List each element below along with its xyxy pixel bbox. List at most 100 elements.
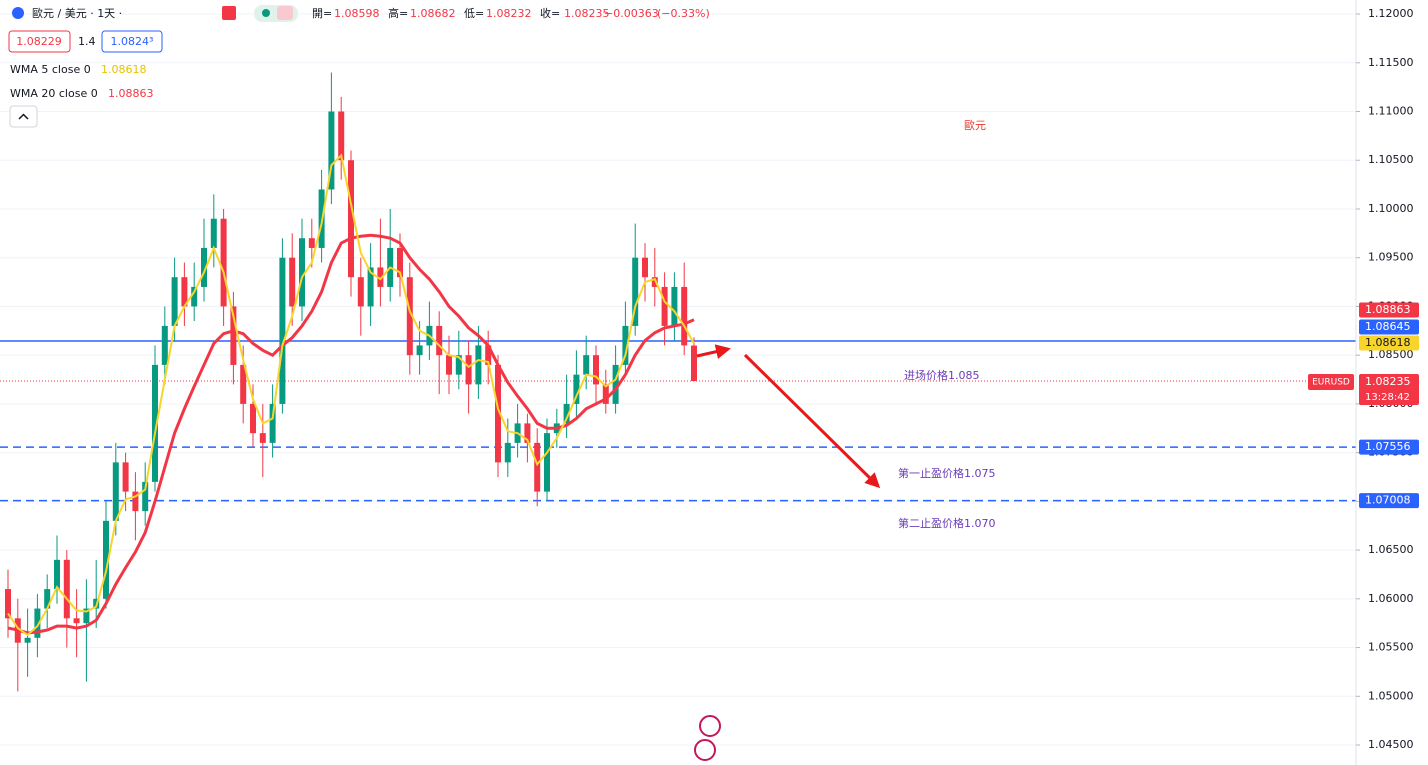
candle-body: [348, 160, 354, 278]
ohlc-value: 1.08682: [410, 7, 456, 20]
flag-icon[interactable]: [222, 6, 236, 20]
candle-body: [504, 442, 511, 463]
candle-body: [201, 247, 207, 287]
y-tick-label: 1.05000: [1368, 689, 1414, 702]
y-tick-label: 1.12000: [1368, 7, 1414, 20]
candle-body: [357, 277, 364, 307]
candle-body: [308, 238, 315, 248]
ohlc-value: 1.08232: [486, 7, 532, 20]
candle-body: [24, 637, 31, 643]
ask: 1.0824³: [111, 35, 154, 48]
annotation: 第二止盈价格1.070: [898, 516, 996, 530]
candle-body: [642, 257, 648, 278]
candle-body: [328, 111, 335, 190]
ticker-bg: [1308, 374, 1354, 390]
wma-line: [7, 153, 695, 637]
candle-body: [103, 520, 109, 599]
y-tick-label: 1.09500: [1368, 251, 1414, 264]
last-price-bg: [1359, 374, 1419, 405]
bid-box[interactable]: [8, 30, 71, 53]
candle-body: [338, 111, 345, 161]
candle-body: [446, 355, 452, 375]
candle-body: [406, 277, 413, 356]
annotation: 进场价格1.085: [904, 368, 980, 382]
candle-body: [279, 257, 286, 404]
candle-body: [593, 355, 599, 385]
arrow: [696, 344, 731, 359]
candle-body: [691, 345, 697, 381]
candle-body: [5, 589, 11, 619]
wma5-price-bg: [1359, 335, 1419, 351]
candle-body: [259, 433, 266, 443]
collapse-button[interactable]: [9, 105, 38, 128]
candle-body: [455, 355, 462, 375]
candle-body: [152, 364, 158, 482]
candle-body: [671, 286, 678, 326]
legend-label: WMA 5 close 0: [10, 63, 91, 76]
ohlc-value: 1.08235: [564, 7, 610, 20]
candle-body: [171, 277, 178, 326]
bid: 1.08229: [16, 35, 62, 48]
candle-body: [161, 325, 168, 365]
candle-body: [475, 345, 482, 385]
candle-body: [602, 384, 609, 404]
legend-value: 1.08618: [101, 63, 147, 76]
level-price: 1.07008: [1365, 494, 1411, 507]
candle-body: [465, 355, 472, 385]
candle-body: [299, 238, 305, 307]
level-price: 1.08645: [1365, 320, 1411, 333]
candle-body: [534, 442, 541, 492]
candle-body: [485, 345, 492, 365]
change: −0.00363: [604, 7, 659, 20]
level-price-bg: [1359, 319, 1419, 335]
change-pct: (−0.33%): [657, 7, 710, 20]
wma20-price: 1.08863: [1365, 303, 1411, 316]
candle-body: [73, 618, 80, 624]
wma5-price: 1.08618: [1365, 336, 1411, 349]
candle-body: [54, 559, 60, 590]
ticker: EURUSD: [1312, 378, 1350, 388]
annotation: 歐元: [964, 118, 986, 132]
ohlc-label: 收=: [540, 6, 560, 20]
candle-body: [44, 589, 51, 609]
candle-body: [573, 374, 580, 404]
y-tick-label: 1.10000: [1368, 202, 1414, 215]
candle-body: [563, 403, 570, 424]
event-icon[interactable]: [694, 739, 716, 761]
candle-body: [210, 218, 217, 248]
y-tick-label: 1.06500: [1368, 543, 1414, 556]
status-dot: [262, 9, 270, 17]
spread: 1.4: [78, 35, 96, 48]
candle-body: [681, 286, 688, 346]
candle-body: [622, 325, 629, 365]
candle-body: [416, 345, 423, 356]
candle-body: [583, 355, 590, 375]
legend-value: 1.08863: [108, 87, 154, 100]
candle-body: [612, 364, 619, 404]
y-tick-label: 1.08500: [1368, 348, 1414, 361]
level-price-bg: [1359, 439, 1419, 455]
y-tick-label: 1.05500: [1368, 641, 1414, 654]
candle-body: [544, 433, 550, 492]
candle-body: [132, 491, 139, 512]
ask-box[interactable]: [101, 30, 163, 53]
ohlc-label: 低=: [464, 7, 484, 20]
candle-body: [651, 277, 658, 287]
status-icon: [277, 6, 293, 20]
legend-label: WMA 20 close 0: [10, 87, 98, 100]
candle-body: [230, 306, 237, 365]
event-icon[interactable]: [699, 715, 721, 737]
y-tick-label: 1.10500: [1368, 153, 1414, 166]
y-tick-label: 1.11500: [1368, 56, 1414, 69]
level-price: 1.07556: [1365, 440, 1411, 453]
candle-body: [495, 364, 501, 463]
candle-body: [83, 608, 90, 624]
candle-body: [397, 247, 403, 278]
symbol: 歐元 / 美元 · 1天 ·: [32, 6, 122, 20]
candle-body: [377, 267, 384, 287]
candle-body: [34, 608, 41, 638]
candle-body: [367, 267, 374, 307]
y-tick-label: 1.11000: [1368, 104, 1414, 117]
